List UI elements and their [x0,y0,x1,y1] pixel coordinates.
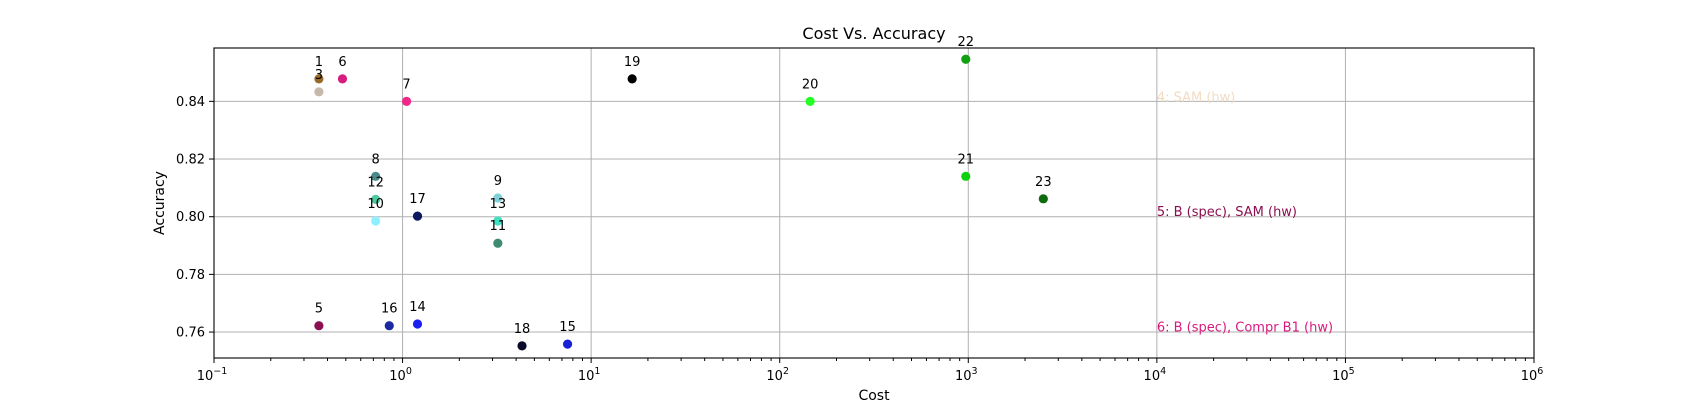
data-point-label: 7 [402,77,410,92]
data-point [493,193,503,203]
data-point [314,74,324,84]
annotation-label: 6: B (spec), Compr B1 (hw) [1157,320,1333,335]
x-tick-label: 105 [1332,366,1355,384]
y-axis-ticks: 0.76 0.78 0.80 0.82 0.84 [176,95,214,341]
data-point [961,54,971,64]
y-tick-label: 0.78 [176,268,205,283]
data-point-label: 11 [490,219,507,234]
y-tick-label: 0.84 [176,95,205,110]
data-point [401,96,412,106]
data-point [314,87,324,97]
data-point [384,321,394,331]
data-point [805,96,815,106]
y-tick-label: 0.80 [176,210,205,225]
data-point [517,341,527,351]
data-point-label: 18 [514,322,531,337]
data-point-label: 16 [381,302,398,317]
annotation-label: 4: SAM (hw) [1157,91,1236,106]
x-tick-label: 101 [578,366,601,384]
data-point-label: 1 [315,55,323,70]
data-point-label: 8 [372,152,380,167]
x-tick-label: 100 [389,366,412,384]
annotations: 4: SAM (hw) 5: B (spec), SAM (hw) 6: B (sp… [1157,91,1333,336]
data-point-label: 13 [490,197,507,212]
data-point [1038,194,1048,204]
data-point [371,194,381,204]
annotation-label: 5: B (spec), SAM (hw) [1157,205,1297,220]
x-tick-label: 102 [766,366,789,384]
data-point-label: 12 [367,175,384,190]
data-point-label: 6 [338,55,346,70]
data-point-label: 21 [958,152,975,167]
plot-frame [213,47,1535,359]
data-point [337,74,348,84]
data-point [412,319,423,329]
data-point [314,321,324,331]
x-axis-label: Cost [858,388,890,400]
x-tick-label: 106 [1521,366,1544,384]
y-tick-label: 0.82 [176,153,205,168]
data-point-label: 20 [802,77,819,92]
data-point [371,216,381,226]
x-tick-label: 104 [1144,366,1167,384]
data-point-label: 9 [494,174,502,189]
data-point-label: 14 [409,300,426,315]
data-point-label: 23 [1035,175,1052,190]
data-point [562,339,573,349]
data-point-label: 19 [624,55,641,70]
grid-lines [213,48,1535,358]
x-tick-label: 103 [955,366,978,384]
data-point-label: 17 [409,192,426,207]
data-point [627,74,637,84]
y-axis-label: Accuracy [152,171,168,235]
data-point-label: 3 [315,68,323,83]
data-point [371,171,381,181]
y-tick-label: 0.76 [176,326,205,341]
x-tick-label: 10−1 [197,366,228,384]
chart-title: Cost Vs. Accuracy [802,24,945,43]
data-point [961,171,971,181]
data-point-label: 5 [315,302,323,317]
data-point-label: 22 [958,35,975,50]
data-point [412,211,423,221]
data-point [493,238,503,248]
data-point [493,216,503,226]
x-axis-ticks: 10−1 100 101 102 103 104 105 106 [197,358,1544,384]
data-point-label: 15 [559,320,576,335]
data-point-label: 10 [367,197,384,212]
